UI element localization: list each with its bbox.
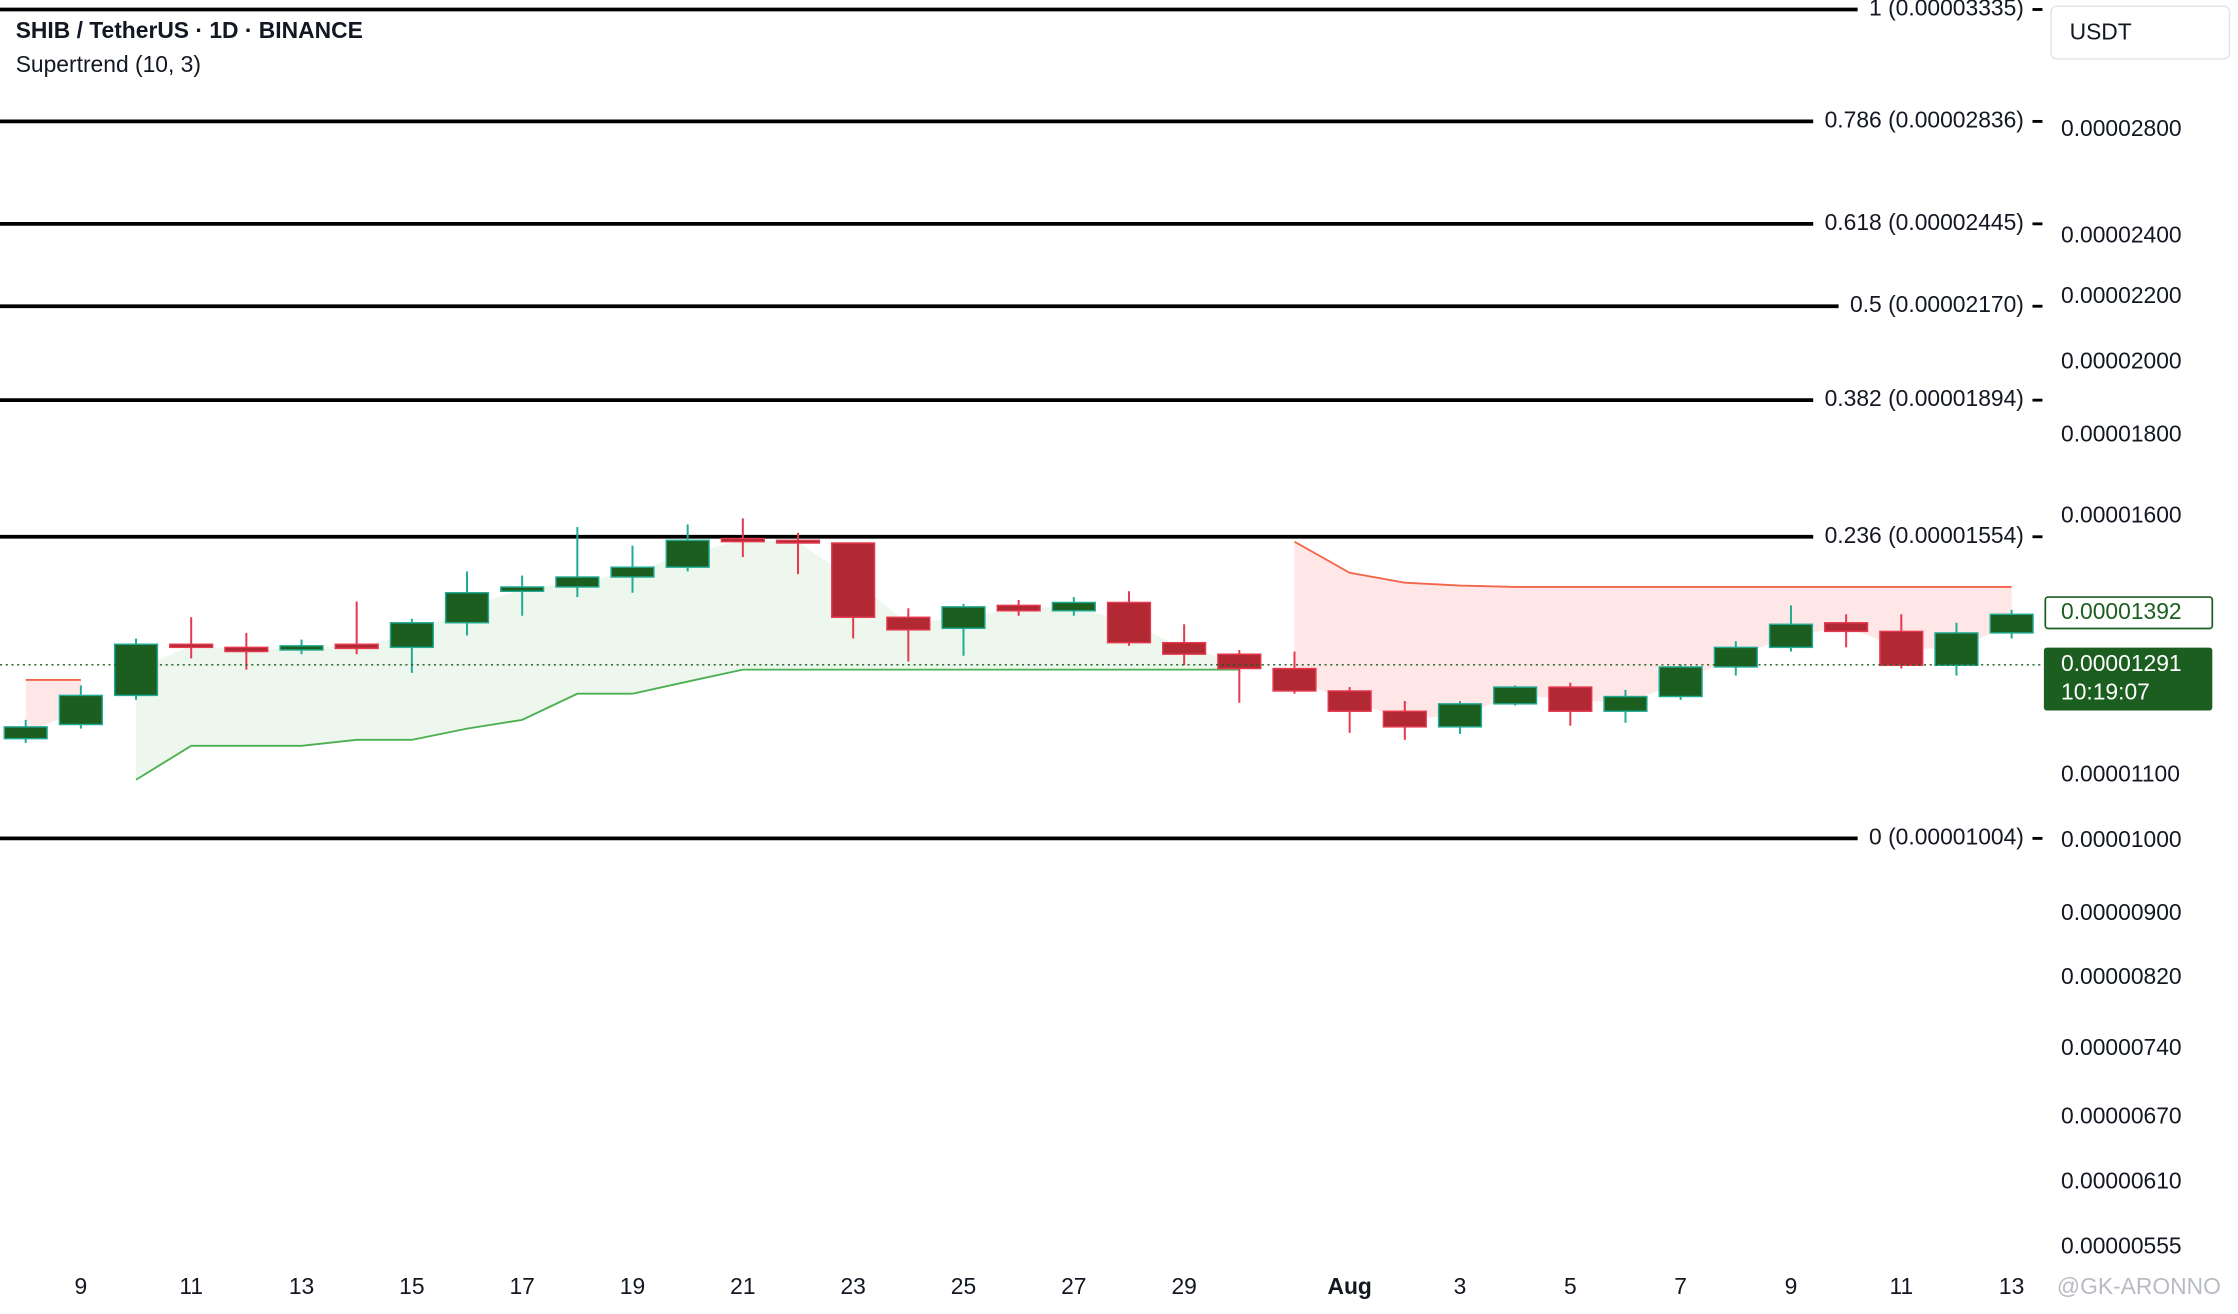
candle-body	[1603, 695, 1648, 712]
currency-button[interactable]	[2050, 5, 2231, 60]
x-tick-label: 19	[620, 1273, 645, 1299]
y-tick-label: 0.00002800	[2061, 115, 2182, 141]
supertrend-line	[135, 668, 1240, 781]
price-label: 0.00001291	[2061, 650, 2182, 676]
candle-body	[389, 622, 434, 649]
watermark: @GK-ARONNO	[2057, 1273, 2221, 1299]
candle-body	[58, 694, 103, 726]
x-tick-label: 11	[1889, 1273, 1913, 1299]
fib-label: 0.236 (0.00001554)	[1825, 522, 2024, 548]
candle-body	[224, 646, 269, 653]
candle-body	[1548, 686, 1593, 712]
candle-body	[555, 576, 600, 588]
candle-body	[775, 539, 821, 544]
candle-body	[1327, 690, 1372, 712]
y-tick-label: 0.00000740	[2061, 1034, 2182, 1060]
candle-body	[1879, 630, 1924, 667]
candle-body	[941, 606, 986, 630]
price-label: 0.00001392	[2061, 598, 2182, 624]
candle-body	[1106, 601, 1152, 644]
currency-label[interactable]: USDT	[2070, 18, 2132, 44]
x-tick-label: 3	[1454, 1273, 1467, 1299]
fib-label: 0 (0.00001004)	[1869, 823, 2024, 849]
candle-body	[444, 592, 490, 624]
indicator-label: Supertrend (10, 3)	[16, 51, 201, 77]
candle-body	[1934, 632, 1979, 667]
y-tick-label: 0.00001100	[2061, 760, 2180, 786]
text-layer: SHIB / TetherUS · 1D · BINANCE Supertren…	[16, 5, 2231, 1299]
supertrend-fill	[25, 679, 81, 733]
candle-body	[279, 645, 324, 651]
candle-body	[1217, 653, 1262, 670]
candle-body	[3, 726, 48, 740]
candle-body	[1437, 703, 1483, 728]
candle-body	[1824, 622, 1869, 633]
x-tick-label: 15	[399, 1273, 424, 1299]
candle-body	[1768, 623, 1814, 649]
candle-body	[1658, 666, 1703, 698]
candle-body	[831, 542, 876, 618]
candle-body	[1051, 601, 1096, 612]
candle-body	[1382, 710, 1427, 728]
x-tick-label: 9	[1785, 1273, 1798, 1299]
y-tick-label: 0.00002200	[2061, 282, 2182, 308]
candle-body	[610, 566, 655, 578]
x-tick-label: 5	[1564, 1273, 1577, 1299]
y-tick-label: 0.00000610	[2061, 1167, 2182, 1193]
candle-body	[1989, 613, 2034, 634]
y-tick-label: 0.00000670	[2061, 1103, 2182, 1129]
candle-body	[665, 539, 710, 568]
x-tick-label: 9	[75, 1273, 88, 1299]
y-tick-label: 0.00000900	[2061, 899, 2182, 925]
x-tick-label: 11	[179, 1273, 203, 1299]
y-tick-label: 0.00000555	[2061, 1233, 2182, 1259]
y-tick-label: 0.00001600	[2061, 502, 2182, 528]
chart-title: SHIB / TetherUS · 1D · BINANCE	[16, 17, 363, 43]
x-tick-label: 29	[1171, 1273, 1196, 1299]
candle-body	[1713, 646, 1758, 668]
candle-body	[996, 604, 1041, 612]
x-tick-label: 23	[840, 1273, 865, 1299]
candle-body	[886, 616, 931, 631]
x-tick-label: Aug	[1327, 1273, 1371, 1299]
x-tick-label: 21	[730, 1273, 755, 1299]
fib-layer: 1 (0.00003335) 0.786 (0.00002836) 0.618 (0…	[0, 0, 2043, 849]
countdown-label: 10:19:07	[2061, 678, 2150, 704]
x-tick-label: 13	[1999, 1273, 2024, 1299]
y-tick-label: 0.00002000	[2061, 348, 2182, 374]
candle-layer	[0, 518, 2042, 781]
y-tick-label: 0.00001000	[2061, 826, 2182, 852]
candle-body	[1162, 641, 1207, 655]
fib-label: 0.618 (0.00002445)	[1825, 209, 2024, 235]
x-tick-label: 27	[1061, 1273, 1086, 1299]
y-tick-label: 0.00000820	[2061, 963, 2182, 989]
x-tick-label: 25	[951, 1273, 976, 1299]
x-tick-label: 13	[289, 1273, 314, 1299]
x-tick-label: 7	[1674, 1273, 1687, 1299]
fib-label: 0.382 (0.00001894)	[1825, 385, 2024, 411]
price-label-box	[2044, 596, 2214, 630]
fib-label: 0.786 (0.00002836)	[1825, 106, 2024, 132]
price-label-box	[2043, 647, 2213, 711]
candle-body	[1272, 667, 1317, 692]
candle-body	[169, 643, 214, 649]
candle-body	[113, 643, 159, 697]
supertrend-fill	[136, 540, 1240, 780]
candle-body	[720, 537, 765, 543]
fib-label: 1 (0.00003335)	[1869, 0, 2024, 21]
x-tick-label: 17	[509, 1273, 534, 1299]
y-tick-label: 0.00001800	[2061, 420, 2182, 446]
candle-body	[1493, 686, 1538, 705]
candle-body	[334, 643, 379, 650]
candle-body	[500, 586, 545, 593]
y-tick-label: 0.00002400	[2061, 222, 2182, 248]
supertrend-line	[1294, 540, 2012, 588]
fib-label: 0.5 (0.00002170)	[1850, 291, 2024, 317]
